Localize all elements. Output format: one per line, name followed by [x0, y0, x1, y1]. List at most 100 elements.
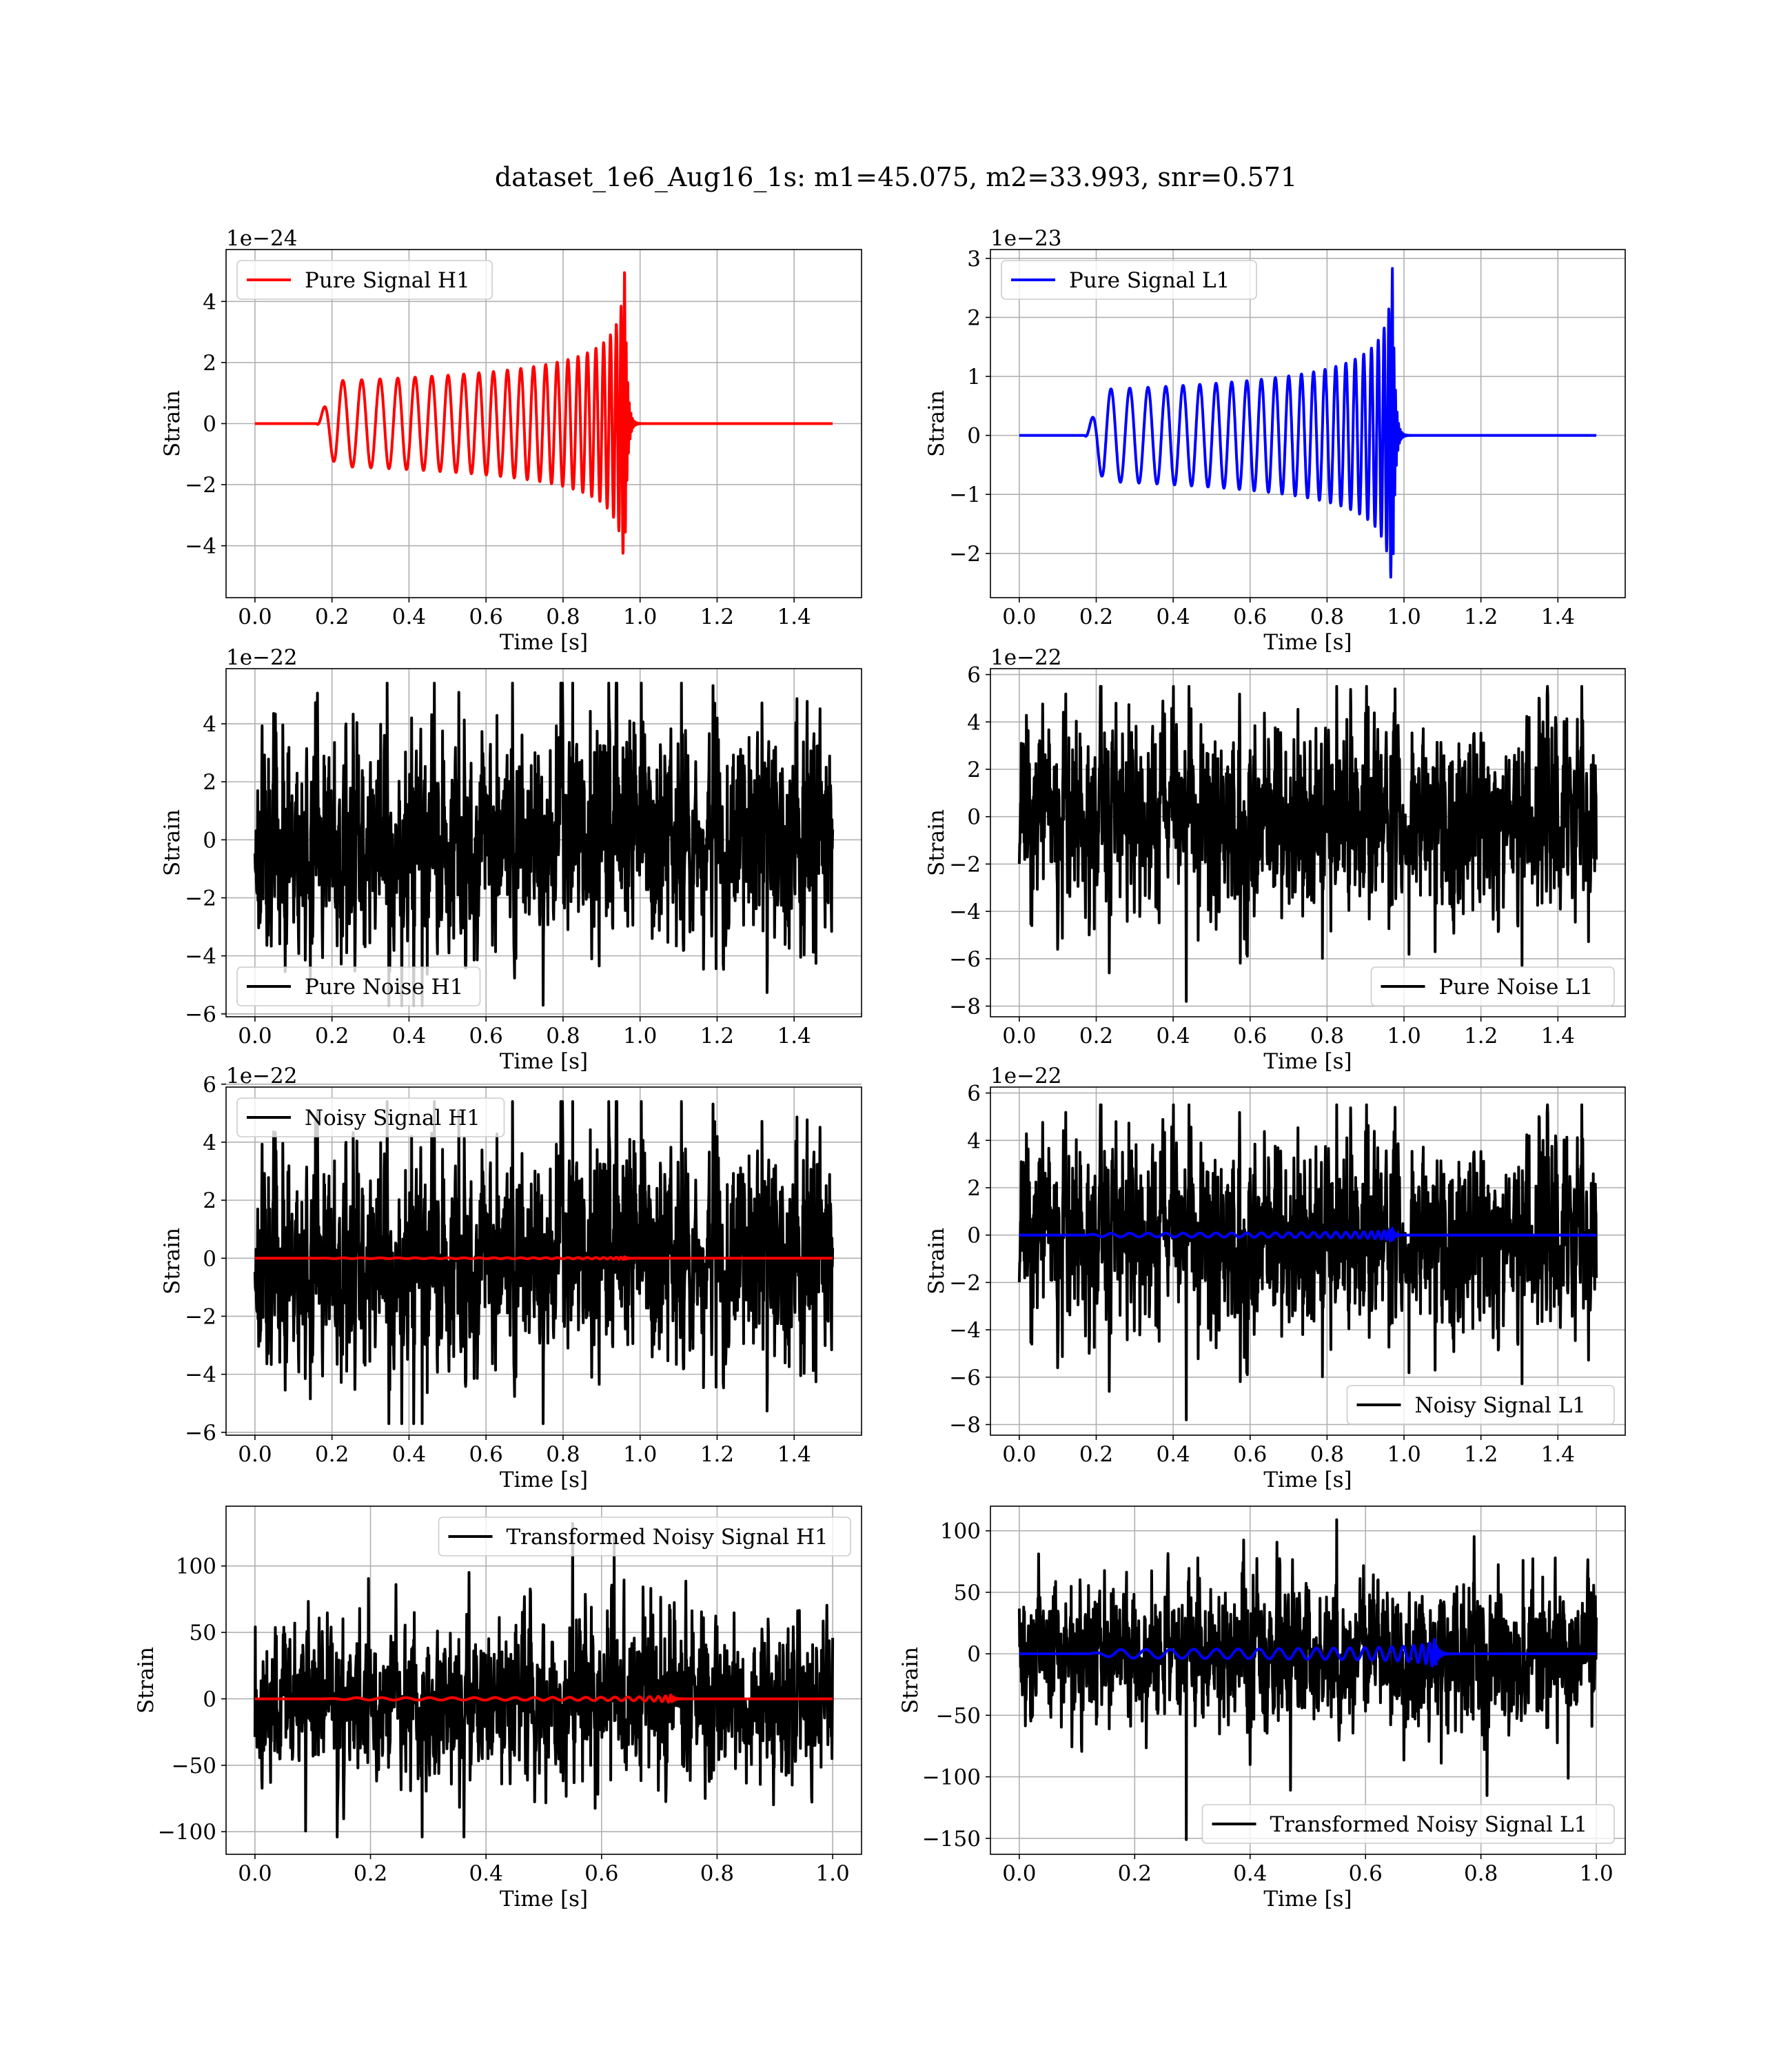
y-tick-label: 0 — [967, 1642, 981, 1667]
x-tick-label: 0.8 — [546, 1024, 580, 1048]
y-offset-text: 1e−22 — [226, 645, 298, 670]
x-tick-label: 0.6 — [584, 1861, 618, 1886]
y-tick-label: −50 — [936, 1703, 981, 1728]
figure-title: dataset_1e6_Aug16_1s: m1=45.075, m2=33.9… — [495, 162, 1297, 193]
y-tick-label: 0 — [203, 412, 216, 437]
axes-frame — [225, 1506, 862, 1855]
y-tick-label: −100 — [158, 1820, 216, 1845]
legend-box — [438, 1517, 851, 1557]
x-tick-label: 1.4 — [1541, 1442, 1575, 1467]
legend-label: Pure Signal H1 — [305, 268, 470, 293]
y-tick-label: −8 — [949, 995, 981, 1020]
axes-pure-noise-h1: 0.0 0.2 0.4 0.6 0.8 1.0 1.2 1.4 −6 −4 −2 0 2 4 Time [s… — [160, 645, 862, 1074]
x-tick-label: 0.8 — [546, 1442, 580, 1467]
x-tick-label: 0.8 — [546, 605, 580, 629]
legend: Pure Noise L1 — [1370, 966, 1615, 1006]
x-tick-label: 0.4 — [392, 1442, 426, 1467]
y-tick-label: −2 — [949, 1270, 981, 1295]
legend-box — [236, 1097, 505, 1137]
axes-transformed-noisy-signal-h1: 0.0 0.2 0.4 0.6 0.8 1.0 −100 −50 0 50 100 Time [s] S… — [134, 1506, 862, 1912]
y-tick-label: 0 — [967, 424, 981, 449]
y-tick-label: −6 — [949, 1366, 981, 1390]
legend: Noisy Signal H1 — [236, 1097, 505, 1137]
x-tick-label: 0.0 — [238, 1442, 272, 1467]
y-tick-label: −2 — [949, 542, 981, 567]
x-tick-label: 0.2 — [315, 605, 349, 629]
x-tick-label: 0.6 — [469, 1442, 503, 1467]
x-axis-label: Time [s] — [500, 1468, 588, 1492]
axes-noisy-signal-h1: 0.0 0.2 0.4 0.6 0.8 1.0 1.2 1.4 −6 −4 −2 0 2 4 6 Time [… — [160, 1064, 862, 1492]
plot-area — [1017, 1103, 1598, 1421]
axes-pure-signal-l1: 0.0 0.2 0.4 0.6 0.8 1.0 1.2 1.4 −2 −1 0 1 2 3 Time [s]… — [924, 226, 1626, 655]
x-tick-label: 0.4 — [1233, 1861, 1267, 1886]
series-line-noisy-signal-l1-1 — [1018, 1227, 1598, 1242]
legend-label: Pure Noise H1 — [305, 975, 463, 1000]
x-tick-label: 0.8 — [1310, 1442, 1344, 1467]
x-tick-label: 0.2 — [1079, 1442, 1113, 1467]
x-tick-label: 1.4 — [1541, 1024, 1575, 1048]
series-line-pure-noise-l1-0 — [1017, 685, 1598, 1003]
x-tick-label: 1.0 — [623, 1442, 657, 1467]
y-axis-label: Strain — [924, 390, 949, 457]
y-axis-label: Strain — [134, 1647, 159, 1714]
x-tick-label: 0.0 — [1002, 1442, 1036, 1467]
series-line-pure-noise-h1-0 — [253, 682, 835, 1007]
legend-box — [236, 966, 481, 1006]
x-tick-label: 0.6 — [469, 605, 503, 629]
x-tick-label: 0.2 — [354, 1861, 387, 1886]
x-tick-label: 0.6 — [1233, 1024, 1267, 1048]
plot-area — [1017, 685, 1598, 1003]
x-tick-label: 1.2 — [1464, 1442, 1498, 1467]
series-line-transformed-noisy-signal-h1-0 — [253, 1522, 835, 1838]
x-tick-label: 0.0 — [1002, 1861, 1036, 1886]
y-axis-label: Strain — [160, 1228, 185, 1295]
legend: Pure Signal L1 — [1001, 260, 1257, 300]
x-tick-label: 0.2 — [1118, 1861, 1152, 1886]
legend-label: Transformed Noisy Signal L1 — [1270, 1812, 1588, 1837]
axes-frame — [990, 1086, 1626, 1436]
y-axis-label: Strain — [160, 390, 185, 457]
y-tick-label: −1 — [949, 483, 981, 507]
y-tick-label: 2 — [967, 305, 981, 330]
y-tick-label: 2 — [203, 351, 216, 376]
y-tick-label: −6 — [185, 1421, 216, 1446]
x-tick-label: 0.8 — [700, 1861, 734, 1886]
x-tick-label: 0.2 — [1079, 1024, 1113, 1048]
x-tick-label: 0.2 — [1079, 605, 1113, 629]
x-tick-label: 0.4 — [1156, 1442, 1190, 1467]
y-axis-label: Strain — [160, 809, 185, 876]
y-tick-label: 50 — [954, 1581, 981, 1605]
x-tick-label: 1.4 — [777, 1024, 811, 1048]
y-offset-text: 1e−22 — [226, 1064, 298, 1088]
y-tick-label: 2 — [967, 758, 981, 782]
x-tick-label: 0.8 — [1464, 1861, 1498, 1886]
series-line-pure-signal-l1-0 — [1018, 267, 1598, 579]
x-tick-label: 0.8 — [1310, 605, 1344, 629]
y-tick-label: 4 — [203, 290, 216, 314]
x-axis-label: Time [s] — [500, 630, 588, 655]
x-tick-label: 1.2 — [700, 1442, 734, 1467]
y-tick-label: 0 — [203, 1687, 216, 1712]
axes-transformed-noisy-signal-l1: 0.0 0.2 0.4 0.6 0.8 1.0 −150 −100 −50 0 50 100 Time … — [898, 1506, 1626, 1912]
legend-label: Transformed Noisy Signal H1 — [507, 1525, 828, 1550]
legend-box — [1370, 966, 1615, 1006]
y-tick-label: −4 — [949, 900, 981, 924]
x-tick-label: 0.6 — [1233, 1442, 1267, 1467]
x-axis-label: Time [s] — [500, 1887, 588, 1912]
x-tick-label: 0.6 — [1233, 605, 1267, 629]
legend-box — [1001, 260, 1257, 300]
axes-frame — [990, 668, 1626, 1017]
x-tick-label: 0.0 — [238, 1861, 272, 1886]
x-tick-label: 1.0 — [1579, 1861, 1613, 1886]
legend-box — [1346, 1385, 1615, 1425]
y-tick-label: −100 — [922, 1765, 981, 1790]
x-tick-label: 0.6 — [469, 1024, 503, 1048]
legend-box — [1201, 1804, 1615, 1844]
y-tick-label: 4 — [967, 710, 981, 735]
x-tick-label: 0.8 — [1310, 1024, 1344, 1048]
y-tick-label: 0 — [203, 1246, 216, 1271]
plot-area — [253, 1522, 835, 1838]
series-line-transformed-noisy-signal-h1-1 — [254, 1693, 834, 1704]
legend-label: Pure Signal L1 — [1069, 268, 1230, 293]
